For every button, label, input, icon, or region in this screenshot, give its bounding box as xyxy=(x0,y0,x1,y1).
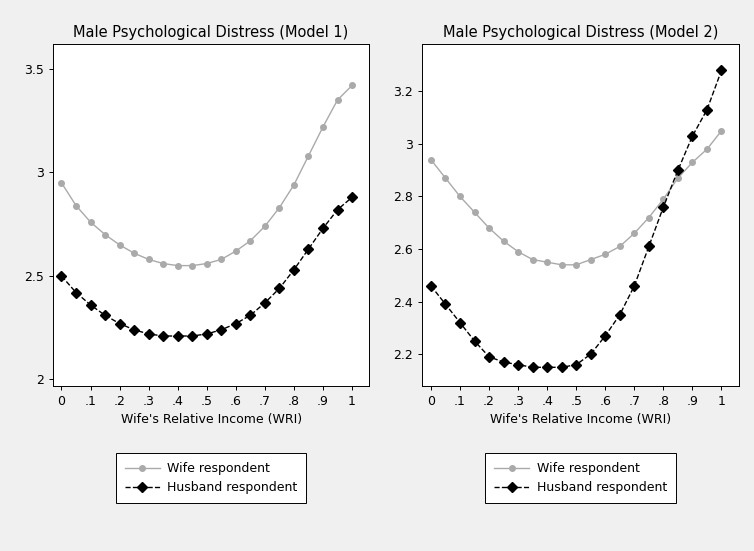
Title: Male Psychological Distress (Model 1): Male Psychological Distress (Model 1) xyxy=(73,25,349,40)
X-axis label: Wife's Relative Income (WRI): Wife's Relative Income (WRI) xyxy=(121,413,302,426)
X-axis label: Wife's Relative Income (WRI): Wife's Relative Income (WRI) xyxy=(490,413,671,426)
Legend: Wife respondent, Husband respondent: Wife respondent, Husband respondent xyxy=(116,453,306,503)
Title: Male Psychological Distress (Model 2): Male Psychological Distress (Model 2) xyxy=(443,25,719,40)
Legend: Wife respondent, Husband respondent: Wife respondent, Husband respondent xyxy=(486,453,676,503)
